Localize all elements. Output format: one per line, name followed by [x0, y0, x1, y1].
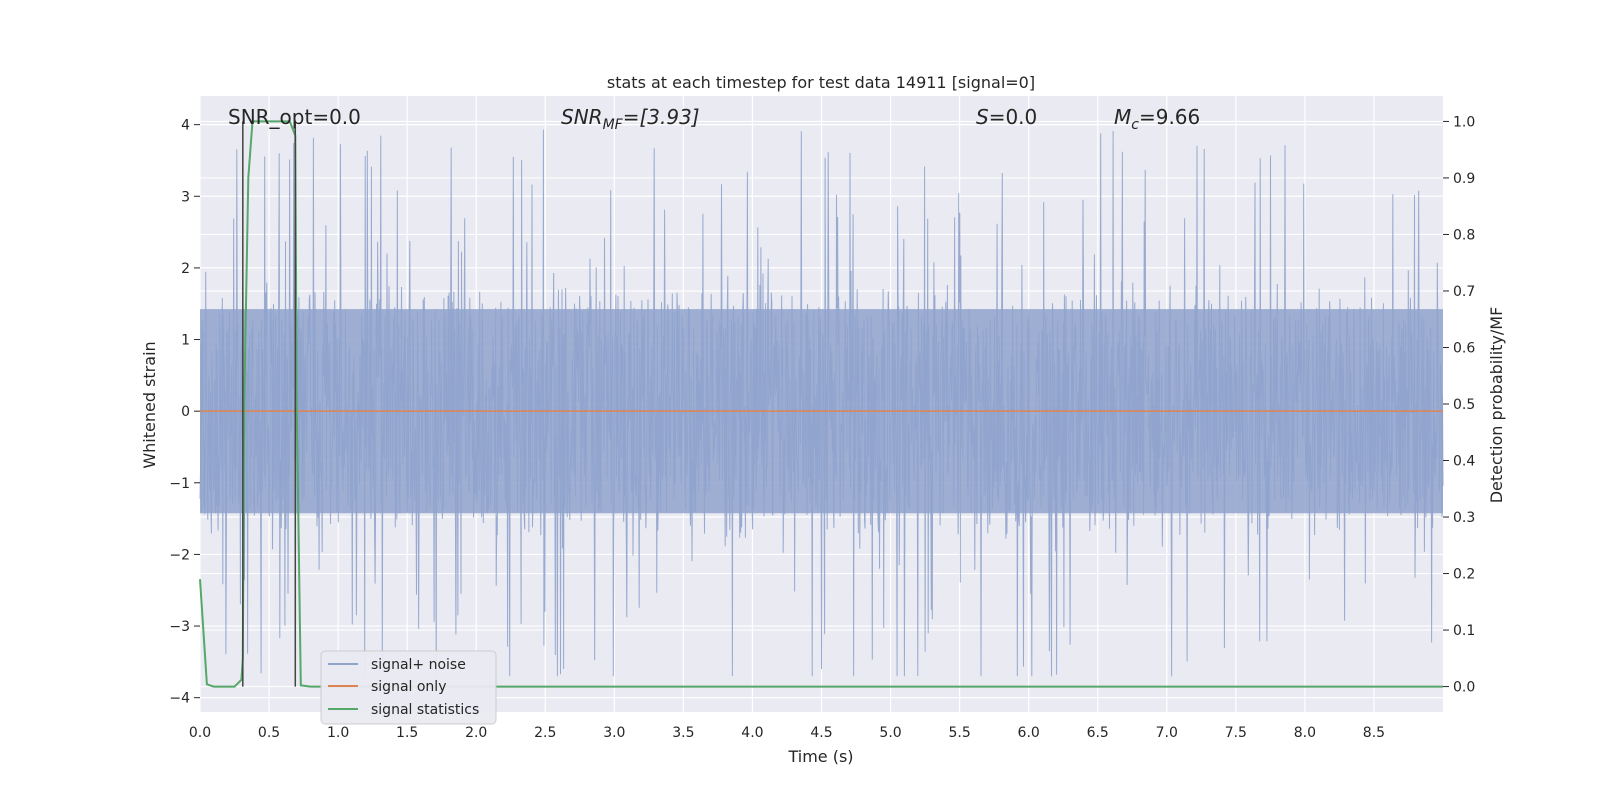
y2-tick-label: 0.4 — [1453, 454, 1475, 470]
y-tick-label: 4 — [181, 118, 190, 134]
y2-tick-labels: 1.0 0.9 0.8 0.7 0.6 0.5 0.4 0.3 0.2 0.1 0.0 — [1443, 114, 1475, 696]
legend-label-signal-noise: signal+ noise — [371, 657, 466, 673]
y2-tick-label: 0.6 — [1453, 340, 1475, 356]
x-tick-label: 0.5 — [258, 725, 280, 741]
x-tick-label: 1.0 — [327, 725, 349, 741]
y-tick-labels: 4 3 2 1 0 −1 −2 −3 −4 — [169, 118, 200, 707]
legend-box — [320, 650, 497, 725]
x-tick-label: 4.5 — [810, 725, 832, 741]
x-tick-label: 6.5 — [1087, 725, 1109, 741]
annotation-snr-mf-value: =[3.93] — [623, 105, 700, 129]
y-tick-label: 3 — [181, 189, 190, 205]
x-tick-label: 7.0 — [1156, 725, 1178, 741]
y2-tick-label: 1.0 — [1453, 114, 1475, 130]
y2-tick-label: 0.9 — [1453, 171, 1475, 187]
annotation-s: S=0.0 — [976, 105, 1037, 129]
x-axis-label: Time (s) — [787, 747, 853, 766]
x-tick-label: 1.5 — [396, 725, 418, 741]
y-tick-label: 2 — [181, 261, 190, 277]
annotation-mc: Mc=9.66 — [1114, 105, 1200, 133]
chart-title: stats at each timestep for test data 149… — [607, 73, 1035, 92]
y2-tick-label: 0.3 — [1453, 510, 1475, 526]
y2-tick-label: 0.7 — [1453, 284, 1475, 300]
y-tick-label: −3 — [169, 619, 190, 635]
y-tick-label: −4 — [169, 691, 190, 707]
annotation-mc-main: M — [1114, 105, 1131, 129]
x-tick-label: 8.0 — [1294, 725, 1316, 741]
y-axis-label: Whitened strain — [140, 341, 159, 468]
y-tick-label: −2 — [169, 547, 190, 563]
x-tick-label: 5.5 — [948, 725, 970, 741]
x-tick-label: 4.0 — [741, 725, 763, 741]
x-tick-label: 7.5 — [1225, 725, 1247, 741]
y2-tick-label: 0.8 — [1453, 227, 1475, 243]
x-tick-label: 3.5 — [672, 725, 694, 741]
x-tick-label: 2.0 — [465, 725, 487, 741]
annotation-snr-mf: SNRMF=[3.93] — [561, 105, 700, 133]
y2-axis-label: Detection probability/MF — [1487, 307, 1506, 504]
annotation-snr-mf-main: SNR — [561, 105, 603, 129]
annotation-snr-mf-sub: MF — [603, 117, 624, 133]
y-tick-label: 0 — [181, 404, 190, 420]
legend-label-signal-only: signal only — [371, 679, 446, 695]
annotation-s-value: =0.0 — [989, 105, 1038, 129]
y2-tick-label: 0.0 — [1453, 680, 1475, 696]
vertical-markers — [242, 121, 297, 687]
x-tick-label: 8.5 — [1363, 725, 1385, 741]
legend: signal+ noise signal only signal statist… — [320, 650, 497, 725]
y2-tick-label: 0.5 — [1453, 397, 1475, 413]
x-tick-label: 0.0 — [189, 725, 211, 741]
y2-tick-label: 0.2 — [1453, 567, 1475, 583]
y-tick-label: −1 — [169, 476, 190, 492]
y2-tick-label: 0.1 — [1453, 623, 1475, 639]
annotation-mc-value: =9.66 — [1139, 105, 1200, 129]
annotation-snr-opt: SNR_opt=0.0 — [228, 105, 361, 129]
annotation-mc-sub: c — [1131, 117, 1139, 133]
x-tick-label: 6.0 — [1018, 725, 1040, 741]
legend-label-signal-statistics: signal statistics — [371, 702, 479, 718]
annotation-s-main: S — [976, 105, 989, 129]
x-tick-label: 5.0 — [879, 725, 901, 741]
y-tick-label: 1 — [181, 333, 190, 349]
x-tick-label: 3.0 — [603, 725, 625, 741]
x-tick-labels: 0.0 0.5 1.0 1.5 2.0 2.5 3.0 3.5 4.0 4.5 5.0 5.5 6.0 6… — [189, 725, 1385, 741]
x-tick-label: 2.5 — [534, 725, 556, 741]
